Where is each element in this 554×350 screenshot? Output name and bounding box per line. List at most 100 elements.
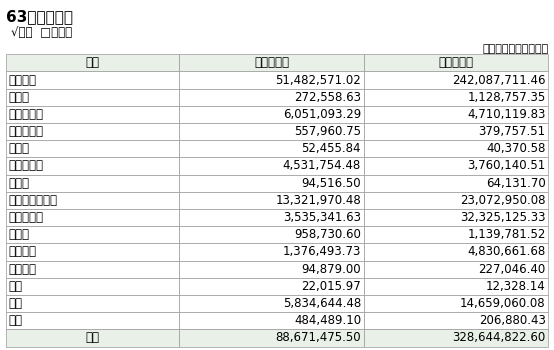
Text: 1,376,493.73: 1,376,493.73 bbox=[283, 245, 361, 258]
Bar bbox=[179, 226, 364, 243]
Text: 94,516.50: 94,516.50 bbox=[301, 177, 361, 190]
Bar bbox=[6, 158, 179, 175]
Bar bbox=[179, 175, 364, 192]
Text: 52,455.84: 52,455.84 bbox=[301, 142, 361, 155]
Bar bbox=[364, 54, 548, 71]
Text: 484,489.10: 484,489.10 bbox=[294, 314, 361, 327]
Text: 40,370.58: 40,370.58 bbox=[486, 142, 546, 155]
Bar bbox=[179, 106, 364, 123]
Bar bbox=[364, 89, 548, 106]
Bar bbox=[179, 123, 364, 140]
Text: 4,531,754.48: 4,531,754.48 bbox=[283, 160, 361, 173]
Bar bbox=[364, 312, 548, 329]
Bar bbox=[179, 260, 364, 278]
Text: 23,072,950.08: 23,072,950.08 bbox=[460, 194, 546, 207]
Text: 94,879.00: 94,879.00 bbox=[301, 262, 361, 276]
Text: 557,960.75: 557,960.75 bbox=[294, 125, 361, 138]
Text: 摊销: 摊销 bbox=[8, 280, 22, 293]
Text: 958,730.60: 958,730.60 bbox=[294, 228, 361, 241]
Bar bbox=[6, 140, 179, 158]
Bar bbox=[6, 192, 179, 209]
Text: 交通差旅费: 交通差旅费 bbox=[8, 108, 43, 121]
Text: 5,834,644.48: 5,834,644.48 bbox=[283, 297, 361, 310]
Bar bbox=[364, 260, 548, 278]
Text: 63、销售费用: 63、销售费用 bbox=[6, 9, 73, 24]
Text: 64,131.70: 64,131.70 bbox=[486, 177, 546, 190]
Bar bbox=[6, 175, 179, 192]
Bar bbox=[364, 71, 548, 89]
Text: 328,644,822.60: 328,644,822.60 bbox=[453, 331, 546, 344]
Bar bbox=[364, 295, 548, 312]
Text: 单位：元币种：人民币: 单位：元币种：人民币 bbox=[482, 44, 548, 54]
Bar bbox=[179, 89, 364, 106]
Text: 242,087,711.46: 242,087,711.46 bbox=[452, 74, 546, 86]
Bar bbox=[6, 89, 179, 106]
Text: 合计: 合计 bbox=[85, 331, 99, 344]
Text: 广告宣传会务费: 广告宣传会务费 bbox=[8, 194, 57, 207]
Text: 22,015.97: 22,015.97 bbox=[301, 280, 361, 293]
Bar bbox=[364, 175, 548, 192]
Text: 1,139,781.52: 1,139,781.52 bbox=[468, 228, 546, 241]
Text: 1,128,757.35: 1,128,757.35 bbox=[468, 91, 546, 104]
Text: 咨询服务费: 咨询服务费 bbox=[8, 211, 43, 224]
Bar bbox=[6, 226, 179, 243]
Bar bbox=[364, 192, 548, 209]
Text: 物料消耗: 物料消耗 bbox=[8, 245, 37, 258]
Text: 206,880.43: 206,880.43 bbox=[479, 314, 546, 327]
Text: 88,671,475.50: 88,671,475.50 bbox=[275, 331, 361, 344]
Text: 业务招待费: 业务招待费 bbox=[8, 160, 43, 173]
Bar bbox=[179, 295, 364, 312]
Text: 51,482,571.02: 51,482,571.02 bbox=[275, 74, 361, 86]
Bar bbox=[179, 278, 364, 295]
Bar bbox=[6, 329, 179, 346]
Bar bbox=[6, 123, 179, 140]
Bar bbox=[179, 209, 364, 226]
Bar bbox=[6, 209, 179, 226]
Text: 水电费: 水电费 bbox=[8, 142, 29, 155]
Text: 办公费: 办公费 bbox=[8, 91, 29, 104]
Bar bbox=[6, 278, 179, 295]
Text: 3,760,140.51: 3,760,140.51 bbox=[468, 160, 546, 173]
Bar bbox=[364, 329, 548, 346]
Text: 招投标费: 招投标费 bbox=[8, 262, 37, 276]
Text: 272,558.63: 272,558.63 bbox=[294, 91, 361, 104]
Text: 其他: 其他 bbox=[8, 314, 22, 327]
Bar bbox=[179, 329, 364, 346]
Text: 本期发生额: 本期发生额 bbox=[254, 56, 289, 69]
Bar bbox=[179, 158, 364, 175]
Bar bbox=[364, 140, 548, 158]
Text: 12,328.14: 12,328.14 bbox=[486, 280, 546, 293]
Text: 通讯费: 通讯费 bbox=[8, 177, 29, 190]
Text: 职工薪酬: 职工薪酬 bbox=[8, 74, 37, 86]
Bar bbox=[364, 158, 548, 175]
Text: 3,535,341.63: 3,535,341.63 bbox=[283, 211, 361, 224]
Text: 4,710,119.83: 4,710,119.83 bbox=[468, 108, 546, 121]
Text: 折旧: 折旧 bbox=[8, 297, 22, 310]
Bar bbox=[364, 243, 548, 260]
Bar bbox=[364, 226, 548, 243]
Bar bbox=[179, 140, 364, 158]
Bar bbox=[179, 312, 364, 329]
Text: 14,659,060.08: 14,659,060.08 bbox=[460, 297, 546, 310]
Bar bbox=[179, 192, 364, 209]
Text: 379,757.51: 379,757.51 bbox=[479, 125, 546, 138]
Bar bbox=[6, 295, 179, 312]
Text: 项目: 项目 bbox=[85, 56, 99, 69]
Bar bbox=[179, 54, 364, 71]
Text: 运输费: 运输费 bbox=[8, 228, 29, 241]
Bar bbox=[6, 312, 179, 329]
Text: 4,830,661.68: 4,830,661.68 bbox=[468, 245, 546, 258]
Bar bbox=[6, 71, 179, 89]
Text: 13,321,970.48: 13,321,970.48 bbox=[275, 194, 361, 207]
Text: 房租物业费: 房租物业费 bbox=[8, 125, 43, 138]
Bar bbox=[179, 71, 364, 89]
Bar bbox=[364, 106, 548, 123]
Bar bbox=[6, 106, 179, 123]
Bar bbox=[364, 278, 548, 295]
Bar bbox=[364, 209, 548, 226]
Bar bbox=[364, 123, 548, 140]
Bar bbox=[6, 54, 179, 71]
Text: 上期发生额: 上期发生额 bbox=[439, 56, 474, 69]
Bar bbox=[6, 243, 179, 260]
Bar bbox=[6, 260, 179, 278]
